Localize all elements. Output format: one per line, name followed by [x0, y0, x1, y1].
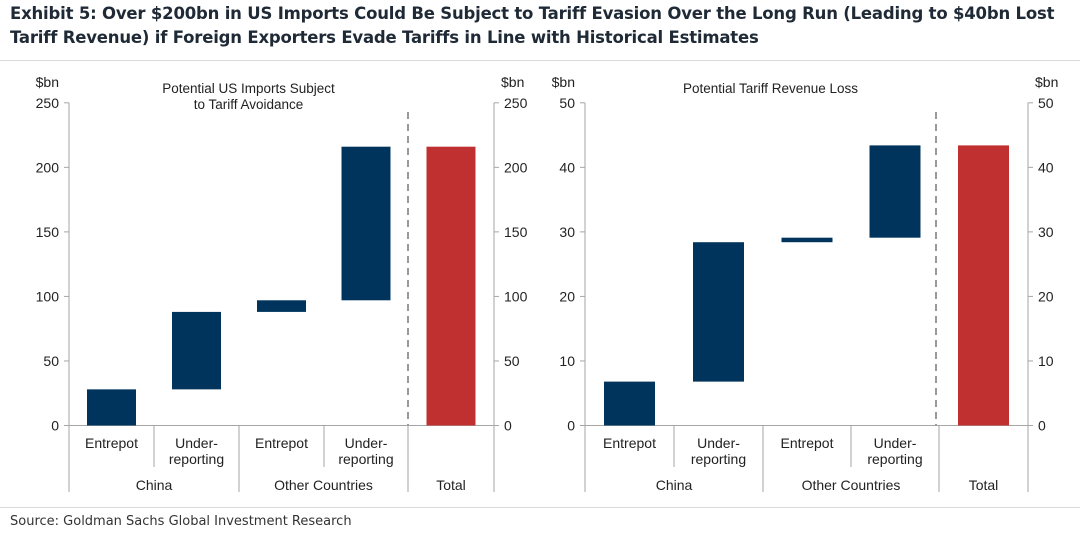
y-tick-label-right: 0	[1038, 418, 1046, 434]
y-tick-label-right: 10	[1038, 353, 1054, 369]
y-tick-label-left: 0	[51, 418, 59, 434]
y-tick-label-left: 250	[36, 95, 60, 111]
category-label: Entrepot	[255, 435, 308, 451]
category-label: reporting	[338, 451, 393, 467]
y-axis-unit-left: $bn	[552, 74, 575, 90]
source-divider	[0, 507, 1080, 508]
source-note: Source: Goldman Sachs Global Investment …	[10, 514, 352, 529]
group-label: China	[656, 477, 693, 493]
y-tick-label-right: 0	[504, 418, 512, 434]
category-label: reporting	[169, 451, 224, 467]
waterfall-bar	[172, 311, 221, 390]
chart-title: Potential Tariff Revenue Loss	[683, 81, 858, 96]
y-tick-label-left: 30	[559, 224, 575, 240]
y-tick-label-left: 40	[559, 159, 575, 175]
waterfall-bar	[87, 389, 136, 426]
waterfall-bar	[869, 145, 921, 238]
category-label: Entrepot	[603, 435, 656, 451]
total-bar	[958, 145, 1009, 426]
y-tick-label-right: 250	[504, 95, 528, 111]
y-tick-label-right: 200	[504, 159, 528, 175]
y-tick-label-left: 200	[36, 159, 60, 175]
waterfall-bar	[781, 237, 833, 243]
y-tick-label-left: 100	[36, 288, 60, 304]
y-tick-label-right: 30	[1038, 224, 1054, 240]
y-tick-label-right: 20	[1038, 288, 1054, 304]
y-axis-unit-right: $bn	[1035, 74, 1058, 90]
category-label: Under-	[175, 435, 218, 451]
y-tick-label-right: 50	[1038, 95, 1054, 111]
chart-title: to Tariff Avoidance	[194, 97, 304, 112]
category-label: Under-	[345, 435, 388, 451]
group-label: Other Countries	[274, 477, 373, 493]
y-tick-label-right: 100	[504, 288, 528, 304]
group-label: Total	[436, 477, 466, 493]
y-tick-label-left: 20	[559, 288, 575, 304]
y-tick-label-left: 50	[559, 95, 575, 111]
y-axis-unit-left: $bn	[36, 74, 59, 90]
y-tick-label-right: 150	[504, 224, 528, 240]
waterfall-bar	[257, 300, 306, 312]
waterfall-bar	[693, 242, 744, 382]
group-label: Other Countries	[802, 477, 901, 493]
category-label: reporting	[691, 451, 746, 467]
y-tick-label-left: 150	[36, 224, 60, 240]
category-label: Entrepot	[85, 435, 138, 451]
y-tick-label-left: 10	[559, 353, 575, 369]
y-tick-label-left: 0	[567, 418, 575, 434]
exhibit-title: Exhibit 5: Over $200bn in US Imports Cou…	[10, 4, 1055, 47]
y-axis-unit-right: $bn	[501, 74, 524, 90]
group-label: Total	[969, 477, 999, 493]
total-bar	[426, 146, 476, 426]
category-label: Under-	[697, 435, 740, 451]
title-divider	[0, 60, 1080, 61]
waterfall-bar	[341, 146, 391, 301]
category-label: reporting	[867, 451, 922, 467]
waterfall-bar	[604, 381, 655, 426]
y-tick-label-right: 40	[1038, 159, 1054, 175]
y-tick-label-right: 50	[504, 353, 520, 369]
category-label: Entrepot	[781, 435, 834, 451]
y-tick-label-left: 50	[43, 353, 59, 369]
category-label: Under-	[874, 435, 917, 451]
group-label: China	[136, 477, 173, 493]
chart-title: Potential US Imports Subject	[162, 81, 335, 96]
